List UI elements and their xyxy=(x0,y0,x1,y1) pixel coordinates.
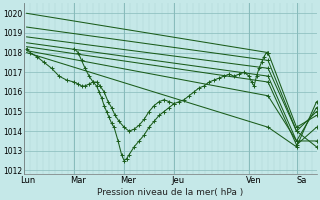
X-axis label: Pression niveau de la mer( hPa ): Pression niveau de la mer( hPa ) xyxy=(97,188,244,197)
